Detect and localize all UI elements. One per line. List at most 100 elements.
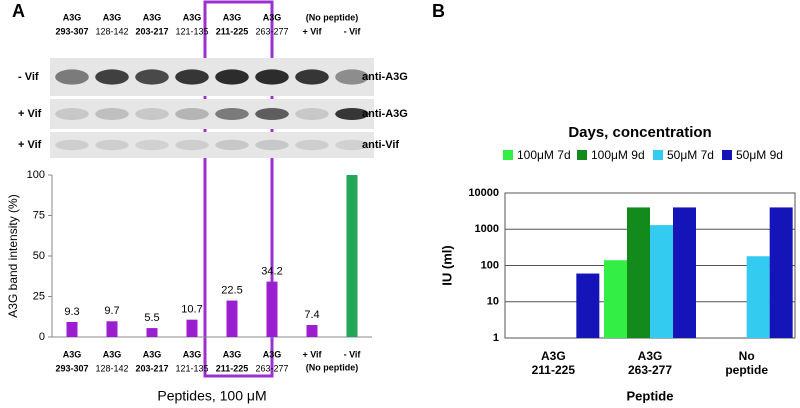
blot-band xyxy=(95,69,129,85)
value-label: 22.5 xyxy=(221,284,242,296)
bar xyxy=(650,225,673,338)
legend-label: 50μM 7d xyxy=(667,148,714,162)
chart-title: Days, concentration xyxy=(568,124,711,141)
x-tick-label: A3G xyxy=(638,349,663,363)
y-tick-label: 100 xyxy=(27,169,45,181)
blot-band xyxy=(175,139,209,151)
x-axis-label: Peptides, 100 μM xyxy=(157,388,266,404)
blot-band xyxy=(95,139,129,151)
blot-band xyxy=(255,108,289,120)
category-label: A3G xyxy=(183,12,202,22)
blot-band xyxy=(295,139,329,151)
blot-band xyxy=(255,139,289,151)
bar xyxy=(576,273,600,338)
y-tick-label: 0 xyxy=(39,331,45,343)
y-tick-label: 75 xyxy=(33,209,45,221)
blot-band xyxy=(335,139,369,151)
blot-band xyxy=(55,108,89,120)
blot-band xyxy=(175,108,209,120)
blot-strip xyxy=(50,132,374,158)
legend-label: 100μM 9d xyxy=(591,148,645,162)
x-tick-label: 211-225 xyxy=(532,363,576,377)
blot-row-label: + Vif xyxy=(18,139,42,151)
category-label: 121-135 xyxy=(175,26,208,36)
blot-band xyxy=(135,69,169,85)
category-label: 211-225 xyxy=(216,363,249,373)
category-label: + Vif xyxy=(302,26,322,36)
bar xyxy=(306,325,318,337)
bar xyxy=(226,300,238,337)
blot-band xyxy=(215,69,249,85)
bar xyxy=(146,328,158,337)
legend-swatch xyxy=(722,150,732,160)
value-label: 9.7 xyxy=(104,305,119,317)
bar xyxy=(769,207,793,338)
blot-band xyxy=(55,69,89,85)
x-tick-label: 263-277 xyxy=(628,363,672,377)
bar xyxy=(627,207,650,338)
blot-band xyxy=(175,69,209,85)
x-tick-label: No xyxy=(739,349,755,363)
category-label: + Vif xyxy=(302,349,322,359)
blot-band xyxy=(55,139,89,151)
blot-band xyxy=(295,69,329,85)
x-tick-label: peptide xyxy=(725,363,768,377)
legend-swatch xyxy=(653,150,663,160)
panel-label: B xyxy=(432,1,445,21)
category-group-label: (No peptide) xyxy=(306,362,359,372)
blot-row-label: - Vif xyxy=(18,71,39,83)
bar xyxy=(266,281,278,337)
y-tick-label: 1000 xyxy=(475,223,499,235)
category-label: - Vif xyxy=(344,26,362,36)
category-label: 203-217 xyxy=(135,363,168,373)
y-tick-label: 10 xyxy=(487,296,499,308)
category-label: 263-277 xyxy=(255,26,288,36)
value-label: 10.7 xyxy=(181,304,202,316)
category-label: 128-142 xyxy=(95,26,128,36)
y-axis-label: A3G band intensity (%) xyxy=(6,194,20,317)
x-axis-label: Peptide xyxy=(627,388,674,403)
category-label: 293-307 xyxy=(55,363,88,373)
bar xyxy=(746,256,770,338)
legend-label: 50μM 9d xyxy=(736,148,783,162)
blot-band xyxy=(95,108,129,120)
category-group-label: (No peptide) xyxy=(306,12,359,22)
legend-label: 100μM 7d xyxy=(517,148,571,162)
value-label: 9.3 xyxy=(64,306,79,318)
blot-band xyxy=(335,108,369,120)
blot-band xyxy=(295,108,329,120)
value-label: 34.2 xyxy=(261,266,282,278)
category-label: A3G xyxy=(263,349,282,359)
category-label: 128-142 xyxy=(95,363,128,373)
category-label: 211-225 xyxy=(216,26,249,36)
blot-band xyxy=(215,108,249,120)
blot-band xyxy=(135,108,169,120)
category-label: A3G xyxy=(103,349,122,359)
panel-label: A xyxy=(12,1,25,21)
category-label: 263-277 xyxy=(255,363,288,373)
category-label: - Vif xyxy=(344,349,362,359)
category-label: 293-307 xyxy=(55,26,88,36)
category-label: 203-217 xyxy=(135,26,168,36)
blot-row-label: + Vif xyxy=(18,108,42,120)
legend-swatch xyxy=(503,150,513,160)
category-label: A3G xyxy=(183,349,202,359)
blot-antibody-label: anti-A3G xyxy=(362,108,408,120)
category-label: A3G xyxy=(223,12,242,22)
category-label: A3G xyxy=(63,349,82,359)
value-label: 5.5 xyxy=(144,312,159,324)
bar xyxy=(673,207,696,338)
blot-band xyxy=(335,69,369,85)
category-label: A3G xyxy=(63,12,82,22)
blot-strip xyxy=(50,99,374,129)
category-label: 121-135 xyxy=(175,363,208,373)
y-tick-label: 10000 xyxy=(468,187,499,199)
legend-swatch xyxy=(577,150,587,160)
bar xyxy=(66,321,78,337)
highlight-box xyxy=(203,0,274,378)
value-label: 7.4 xyxy=(304,309,319,321)
bar xyxy=(346,175,358,337)
category-label: A3G xyxy=(103,12,122,22)
x-tick-label: A3G xyxy=(541,349,566,363)
